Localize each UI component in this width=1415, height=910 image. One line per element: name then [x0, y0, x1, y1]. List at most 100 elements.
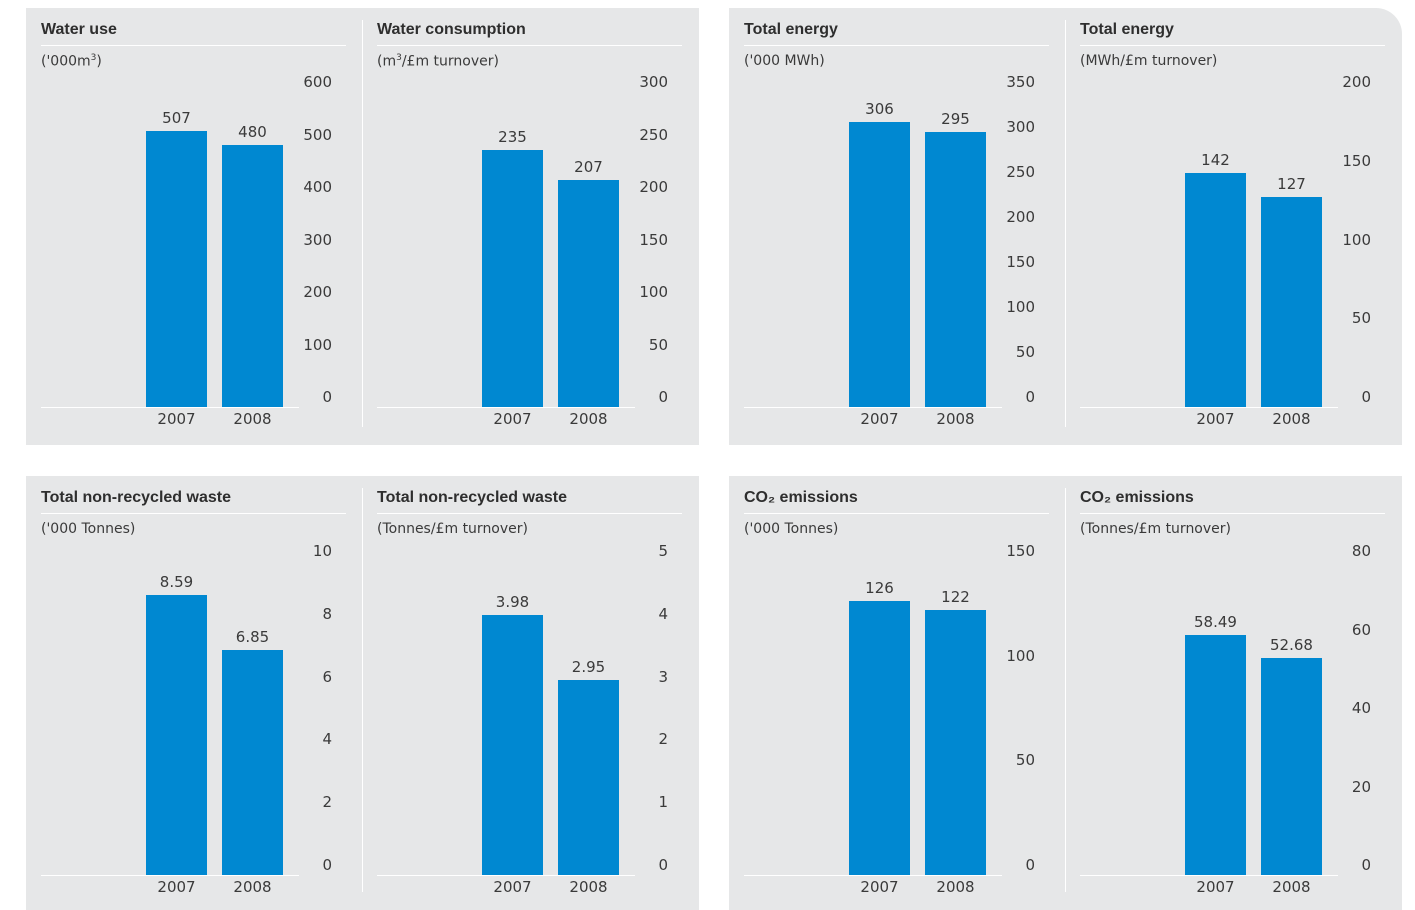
x-axis-baseline: [744, 875, 1002, 876]
y-tick-label: 0: [1361, 388, 1371, 406]
x-tick-label: 2007: [1196, 410, 1235, 428]
x-tick-label: 2008: [936, 410, 975, 428]
x-tick-label: 2008: [569, 878, 608, 896]
chart-title: Water use: [41, 21, 346, 46]
data-label: 295: [941, 109, 970, 128]
chart-2: Water consumption (m3/£m turnover) 300 250 2…: [362, 8, 698, 445]
y-tick-label: 60: [1351, 620, 1371, 639]
chart-unit: ('000 Tonnes): [41, 521, 135, 537]
y-tick-label: 250: [639, 125, 668, 144]
chart-title: Total energy: [744, 21, 1049, 46]
x-axis-baseline: [41, 875, 299, 876]
chart-6: Total non-recycled waste (Tonnes/£m turno…: [362, 476, 698, 910]
y-tick-label: 100: [1342, 230, 1371, 249]
chart-4: Total energy (MWh/£m turnover) 200 150 100 50…: [1065, 8, 1401, 445]
y-tick-label: 150: [1006, 542, 1035, 560]
y-tick-label: 40: [1351, 699, 1371, 717]
unit-text: ('000m: [41, 53, 91, 70]
y-tick-label: 300: [639, 73, 668, 91]
bar-2007: [1185, 173, 1246, 407]
unit-text: (m: [377, 53, 397, 70]
y-tick-label: 2: [322, 793, 332, 812]
chart-unit: (MWh/£m turnover): [1080, 53, 1217, 69]
y-tick-label: 300: [303, 230, 332, 249]
y-tick-label: 50: [1015, 751, 1035, 770]
panel-divider: [362, 488, 363, 892]
y-tick-label: 10: [312, 542, 332, 560]
y-tick-label: 4: [322, 730, 332, 749]
y-tick-label: 500: [303, 125, 332, 144]
chart-title: Total energy: [1080, 21, 1385, 46]
y-tick-label: 6: [322, 667, 332, 686]
bar-2008: [925, 131, 986, 407]
x-axis-baseline: [377, 407, 635, 408]
chart-unit: ('000m3): [41, 53, 102, 70]
data-label: 507: [162, 108, 191, 127]
x-axis-baseline: [41, 407, 299, 408]
chart-title: Total non-recycled waste: [41, 489, 346, 514]
x-tick-label: 2007: [157, 878, 196, 896]
x-tick-label: 2008: [569, 410, 608, 428]
panel-co2: CO₂ emissions ('000 Tonnes) 150 100 50 0 126 20…: [729, 476, 1402, 910]
y-tick-label: 200: [1006, 208, 1035, 226]
y-tick-label: 100: [1006, 646, 1035, 665]
unit-text: ('000 Tonnes): [744, 521, 839, 537]
y-tick-label: 200: [639, 178, 668, 196]
chart-unit: ('000 MWh): [744, 53, 825, 69]
data-label: 3.98: [495, 593, 530, 612]
unit-text-after: ): [96, 53, 102, 70]
y-tick-label: 0: [322, 856, 332, 874]
panel-divider: [1065, 20, 1066, 427]
y-tick-label: 600: [303, 73, 332, 91]
y-tick-label: 100: [639, 283, 668, 301]
bar-2007: [1185, 635, 1246, 875]
y-tick-label: 20: [1351, 777, 1371, 796]
data-label: 207: [574, 157, 603, 176]
y-tick-label: 2: [658, 730, 668, 749]
y-tick-label: 200: [1342, 73, 1371, 91]
chart-7: CO₂ emissions ('000 Tonnes) 150 100 50 0 126 20…: [729, 476, 1065, 910]
bar-2007: [482, 150, 543, 407]
x-tick-label: 2007: [157, 410, 196, 428]
data-label: 480: [238, 123, 267, 141]
x-tick-label: 2008: [936, 878, 975, 896]
x-axis-baseline: [1080, 407, 1338, 408]
y-tick-label: 0: [658, 388, 668, 406]
panel-divider: [362, 20, 363, 427]
data-label: 127: [1277, 174, 1306, 193]
data-label: 306: [865, 99, 894, 118]
y-tick-label: 50: [648, 335, 668, 354]
bar-2007: [849, 121, 910, 407]
chart-title: CO₂ emissions: [1080, 489, 1385, 514]
x-tick-label: 2007: [860, 878, 899, 896]
y-tick-label: 200: [303, 283, 332, 301]
x-tick-label: 2007: [860, 410, 899, 428]
bar-2007: [849, 601, 910, 875]
y-tick-label: 0: [1361, 856, 1371, 874]
y-tick-label: 350: [1006, 73, 1035, 91]
x-tick-label: 2008: [1272, 410, 1311, 428]
y-tick-label: 150: [1342, 151, 1371, 170]
chart-5: Total non-recycled waste ('000 Tonnes) 10 8…: [26, 476, 362, 910]
y-tick-label: 300: [1006, 118, 1035, 136]
y-tick-label: 0: [1025, 388, 1035, 406]
unit-text-after: /£m turnover): [401, 53, 499, 70]
data-label: 6.85: [235, 627, 270, 646]
unit-text: (MWh/£m turnover): [1080, 53, 1218, 69]
data-label: 235: [498, 128, 527, 147]
chart-unit: (m3/£m turnover): [377, 53, 499, 70]
x-axis-baseline: [744, 407, 1002, 408]
y-tick-label: 50: [1351, 309, 1371, 328]
bar-2008: [1261, 196, 1322, 407]
chart-title: CO₂ emissions: [744, 489, 1049, 514]
bar-2007: [146, 130, 207, 407]
unit-text: ('000 Tonnes): [41, 521, 136, 537]
chart-unit: (Tonnes/£m turnover): [1080, 521, 1231, 537]
chart-8: CO₂ emissions (Tonnes/£m turnover) 80 60 40 2…: [1065, 476, 1401, 910]
y-tick-label: 5: [658, 542, 668, 560]
y-tick-label: 0: [658, 856, 668, 874]
data-label: 126: [865, 579, 894, 598]
bar-2008: [222, 145, 283, 407]
data-label: 58.49: [1194, 613, 1237, 632]
y-tick-label: 80: [1351, 542, 1371, 560]
